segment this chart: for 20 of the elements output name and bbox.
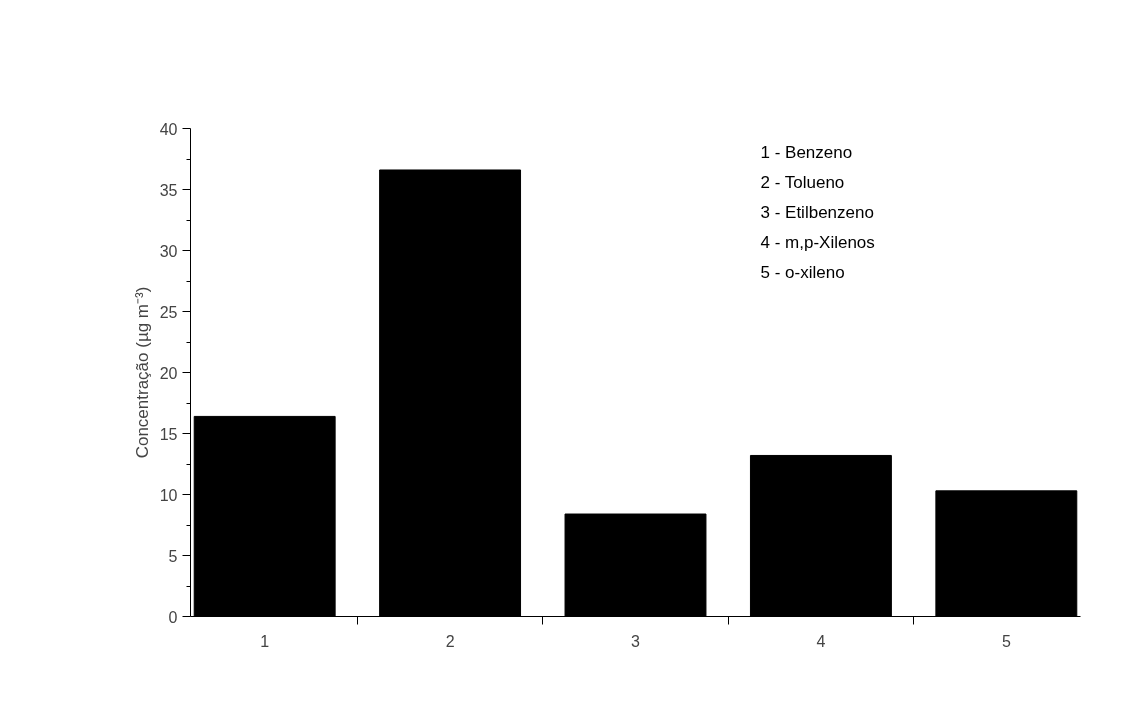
y-tick-label: 10 [159, 486, 178, 504]
annotation: 1 - Benzeno [760, 142, 853, 162]
y-tick-label: 0 [168, 608, 178, 626]
x-tick-label: 3 [631, 632, 641, 650]
annotation: 2 - Tolueno [760, 172, 845, 192]
x-tick-label: 1 [260, 632, 270, 650]
x-tick-label: 2 [445, 632, 455, 650]
y-tick-label: 35 [159, 181, 178, 199]
x-tick-label: 4 [816, 632, 826, 650]
y-tick-label: 15 [159, 425, 178, 443]
annotation: 5 - o-xileno [760, 262, 845, 282]
annotation: 3 - Etilbenzeno [760, 202, 874, 222]
y-tick-label: 20 [159, 364, 178, 382]
y-tick-label: 30 [159, 242, 178, 260]
y-tick-label: 40 [159, 120, 178, 138]
x-tick-label: 5 [1001, 632, 1011, 650]
y-axis-title: Concentração (µg m⁻³) [132, 286, 152, 459]
y-tick-label: 25 [159, 303, 178, 321]
annotation: 4 - m,p-Xilenos [760, 232, 875, 252]
y-tick-label: 5 [168, 547, 178, 565]
